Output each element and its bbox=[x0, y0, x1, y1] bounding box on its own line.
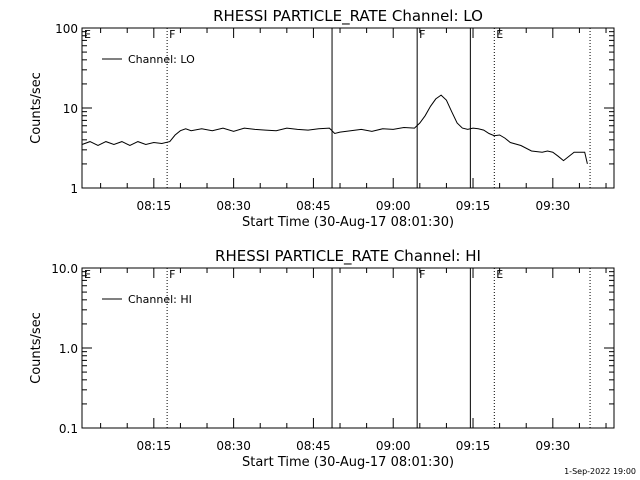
y-tick-label: 1.0 bbox=[59, 342, 78, 356]
x-tick-label: 09:30 bbox=[536, 199, 571, 213]
legend-label: Channel: LO bbox=[128, 53, 195, 66]
chart-title: RHESSI PARTICLE_RATE Channel: HI bbox=[215, 247, 481, 266]
chart-title: RHESSI PARTICLE_RATE Channel: LO bbox=[213, 7, 483, 26]
x-tick-label: 08:30 bbox=[216, 439, 251, 453]
x-tick-label: 08:45 bbox=[296, 199, 331, 213]
y-tick-label: 10 bbox=[63, 102, 78, 116]
x-tick-label: 09:30 bbox=[536, 439, 571, 453]
event-marker-label: F bbox=[169, 28, 175, 41]
y-tick-label: 0.1 bbox=[59, 422, 78, 436]
y-axis-label: Counts/sec bbox=[29, 72, 44, 144]
x-tick-label: 09:15 bbox=[456, 199, 491, 213]
plot-frame bbox=[81, 267, 615, 429]
y-tick-label: 1 bbox=[70, 182, 78, 196]
y-axis-label: Counts/sec bbox=[29, 312, 44, 384]
chart-panel-2 bbox=[81, 267, 615, 429]
x-tick-label: 08:45 bbox=[296, 439, 331, 453]
footer-timestamp: 1-Sep-2022 19:00 bbox=[564, 467, 636, 476]
x-tick-label: 08:15 bbox=[137, 439, 172, 453]
series-line-1 bbox=[81, 94, 588, 165]
x-axis-label: Start Time (30-Aug-17 08:01:30) bbox=[242, 215, 454, 230]
corner-event-label: E bbox=[84, 28, 91, 41]
event-marker-label: F bbox=[169, 268, 175, 281]
x-tick-label: 09:15 bbox=[456, 439, 491, 453]
event-marker-label: F bbox=[419, 28, 425, 41]
x-tick-label: 08:30 bbox=[216, 199, 251, 213]
event-marker-label: E bbox=[496, 268, 503, 281]
x-tick-label: 09:00 bbox=[376, 199, 411, 213]
corner-event-label: E bbox=[84, 268, 91, 281]
chart-panel-1 bbox=[81, 27, 615, 189]
plot-frame bbox=[81, 27, 615, 189]
legend-label: Channel: HI bbox=[128, 293, 192, 306]
x-tick-label: 08:15 bbox=[137, 199, 172, 213]
event-marker-label: F bbox=[419, 268, 425, 281]
event-marker-label: E bbox=[496, 28, 503, 41]
y-tick-label: 10.0 bbox=[51, 262, 78, 276]
y-tick-label: 100 bbox=[55, 22, 78, 36]
x-axis-label: Start Time (30-Aug-17 08:01:30) bbox=[242, 455, 454, 470]
x-tick-label: 09:00 bbox=[376, 439, 411, 453]
